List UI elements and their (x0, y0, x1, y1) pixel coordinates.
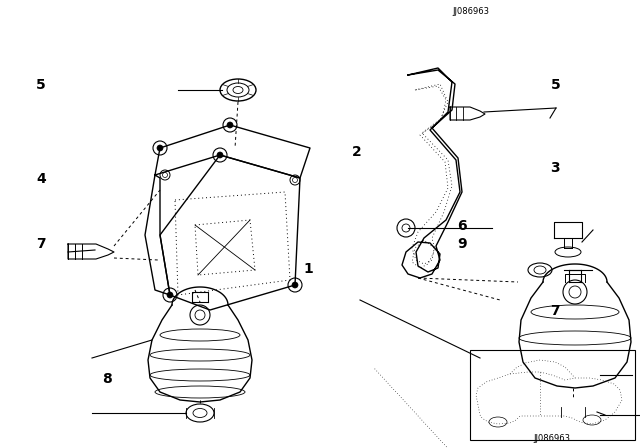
Circle shape (217, 152, 223, 158)
Bar (470, 350, 635, 440)
Text: 7: 7 (550, 304, 560, 319)
Text: JJ086963: JJ086963 (452, 7, 489, 16)
Text: 9: 9 (458, 237, 467, 251)
Circle shape (157, 145, 163, 151)
Text: 6: 6 (458, 219, 467, 233)
Text: 8: 8 (102, 371, 112, 386)
Text: 7: 7 (36, 237, 46, 251)
Text: JJ086963: JJ086963 (534, 434, 570, 443)
Text: 5: 5 (36, 78, 46, 92)
Text: 1: 1 (304, 262, 314, 276)
Circle shape (227, 122, 233, 128)
Circle shape (167, 292, 173, 298)
Circle shape (292, 282, 298, 288)
Text: 4: 4 (36, 172, 46, 186)
Text: 2: 2 (352, 145, 362, 159)
Text: 3: 3 (550, 161, 560, 175)
Text: 5: 5 (550, 78, 560, 92)
